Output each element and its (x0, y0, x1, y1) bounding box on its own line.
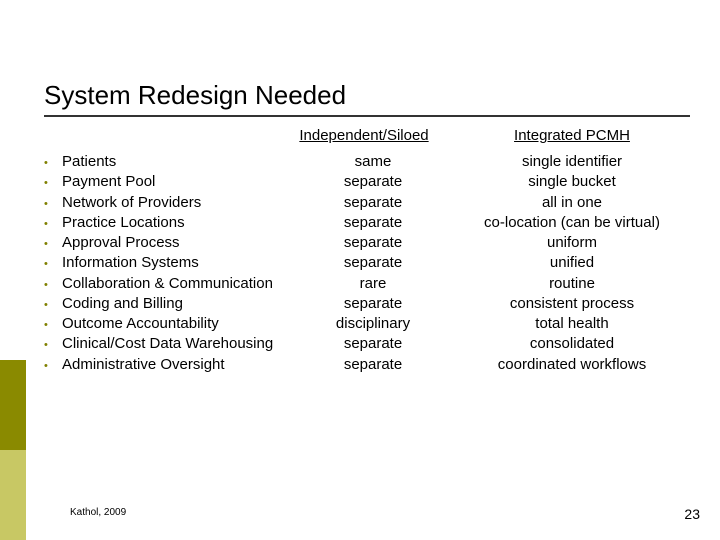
bullet-icon: • (44, 336, 62, 353)
row-col1: separate (292, 355, 454, 375)
row-col2: uniform (454, 233, 690, 253)
header-integrated: Integrated PCMH (454, 127, 690, 144)
bullet-icon: • (44, 357, 62, 374)
row-label: Collaboration & Communication (62, 274, 292, 294)
bullet-icon: • (44, 174, 62, 191)
row-col2: all in one (454, 193, 690, 213)
bullet-icon: • (44, 296, 62, 313)
row-col1: separate (292, 233, 454, 253)
row-col2: single identifier (454, 152, 690, 172)
accent-bar-bottom (0, 450, 26, 540)
citation: Kathol, 2009 (70, 507, 126, 518)
row-label: Administrative Oversight (62, 355, 292, 375)
row-col1: separate (292, 213, 454, 233)
row-col1: disciplinary (292, 314, 454, 334)
table-row: • Practice Locations separate co-locatio… (44, 213, 690, 233)
row-col1: separate (292, 193, 454, 213)
header-independent: Independent/Siloed (274, 127, 454, 144)
row-col2: routine (454, 274, 690, 294)
table-row: • Outcome Accountability disciplinary to… (44, 314, 690, 334)
page-number: 23 (684, 506, 700, 522)
accent-bar (0, 360, 26, 540)
slide-content: System Redesign Needed Independent/Siloe… (44, 80, 690, 375)
table-row: • Network of Providers separate all in o… (44, 193, 690, 213)
bullet-icon: • (44, 195, 62, 212)
row-col1: separate (292, 172, 454, 192)
bullet-icon: • (44, 215, 62, 232)
row-col2: consolidated (454, 334, 690, 354)
table-row: • Patients same single identifier (44, 152, 690, 172)
column-headers: Independent/Siloed Integrated PCMH (44, 127, 690, 144)
table-row: • Payment Pool separate single bucket (44, 172, 690, 192)
accent-bar-top (0, 360, 26, 450)
bullet-icon: • (44, 255, 62, 272)
bullet-icon: • (44, 276, 62, 293)
slide-title: System Redesign Needed (44, 80, 690, 117)
row-label: Patients (62, 152, 292, 172)
table-row: • Administrative Oversight separate coor… (44, 355, 690, 375)
row-label: Coding and Billing (62, 294, 292, 314)
row-col1: rare (292, 274, 454, 294)
table-row: • Approval Process separate uniform (44, 233, 690, 253)
row-col1: same (292, 152, 454, 172)
table-row: • Information Systems separate unified (44, 253, 690, 273)
row-label: Payment Pool (62, 172, 292, 192)
table-row: • Clinical/Cost Data Warehousing separat… (44, 334, 690, 354)
table-row: • Collaboration & Communication rare rou… (44, 274, 690, 294)
row-col2: total health (454, 314, 690, 334)
row-col2: unified (454, 253, 690, 273)
row-label: Clinical/Cost Data Warehousing (62, 334, 292, 354)
row-label: Practice Locations (62, 213, 292, 233)
bullet-icon: • (44, 235, 62, 252)
bullet-icon: • (44, 316, 62, 333)
row-label: Information Systems (62, 253, 292, 273)
row-col1: separate (292, 294, 454, 314)
bullet-icon: • (44, 154, 62, 171)
row-col2: coordinated workflows (454, 355, 690, 375)
header-spacer (44, 127, 274, 144)
row-label: Outcome Accountability (62, 314, 292, 334)
row-col2: consistent process (454, 294, 690, 314)
row-col1: separate (292, 334, 454, 354)
row-col1: separate (292, 253, 454, 273)
table-row: • Coding and Billing separate consistent… (44, 294, 690, 314)
row-col2: co-location (can be virtual) (454, 213, 690, 233)
row-label: Approval Process (62, 233, 292, 253)
rows-container: • Patients same single identifier • Paym… (44, 152, 690, 375)
row-label: Network of Providers (62, 193, 292, 213)
row-col2: single bucket (454, 172, 690, 192)
